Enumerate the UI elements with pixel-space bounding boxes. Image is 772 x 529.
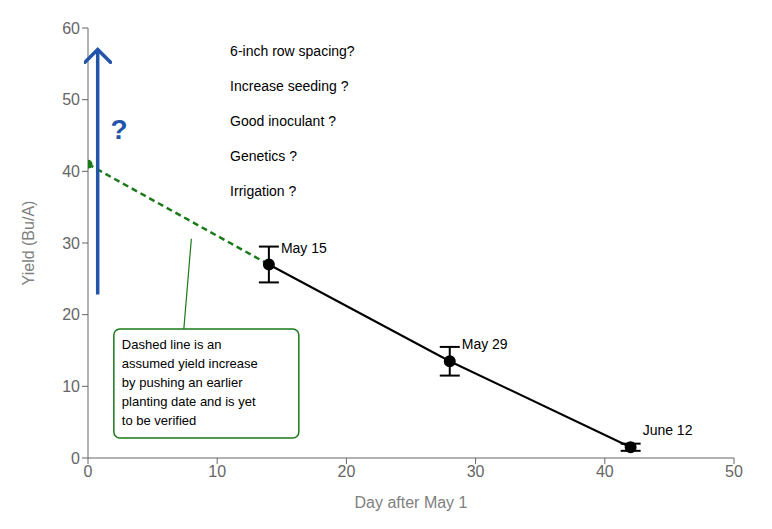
svg-text:Genetics ?: Genetics ?	[230, 148, 297, 164]
svg-text:6-inch row spacing?: 6-inch row spacing?	[230, 43, 355, 59]
svg-text:40: 40	[62, 163, 80, 180]
svg-text:Dashed line is anassumed yield: Dashed line is anassumed yield increaseb…	[122, 337, 258, 428]
svg-text:May 15: May 15	[281, 240, 327, 256]
svg-text:50: 50	[62, 91, 80, 108]
svg-text:Increase seeding ?: Increase seeding ?	[230, 78, 349, 94]
svg-text:June 12: June 12	[643, 422, 693, 438]
svg-text:30: 30	[467, 463, 485, 480]
svg-text:10: 10	[62, 378, 80, 395]
svg-text:Irrigation ?: Irrigation ?	[230, 183, 296, 199]
svg-text:?: ?	[111, 114, 128, 145]
svg-text:Day after May 1: Day after May 1	[355, 494, 468, 511]
svg-text:20: 20	[62, 306, 80, 323]
svg-text:10: 10	[208, 463, 226, 480]
svg-text:40: 40	[596, 463, 614, 480]
svg-text:30: 30	[62, 235, 80, 252]
svg-text:20: 20	[338, 463, 356, 480]
svg-text:Good inoculant ?: Good inoculant ?	[230, 113, 336, 129]
svg-text:Yield (Bu/A): Yield (Bu/A)	[20, 201, 37, 286]
svg-text:0: 0	[71, 450, 80, 467]
svg-text:50: 50	[725, 463, 743, 480]
svg-text:May 29: May 29	[462, 336, 508, 352]
svg-text:0: 0	[84, 463, 93, 480]
svg-text:60: 60	[62, 20, 80, 37]
